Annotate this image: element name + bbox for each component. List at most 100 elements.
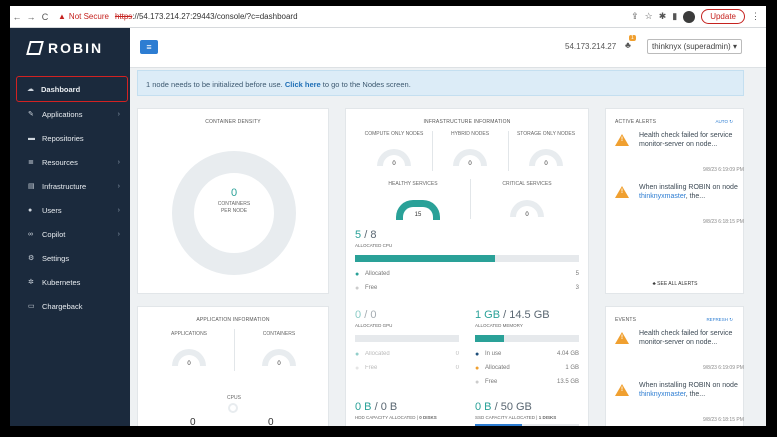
sidebar-item-label: Kubernetes [42,277,81,287]
refresh-icon: ↻ [729,317,733,322]
profile-avatar[interactable] [683,10,696,23]
refresh-icon: ↻ [729,119,733,124]
sidebar-item-resources[interactable]: ≣ Resources › [10,150,130,174]
extensions-icon[interactable]: ✱ [658,11,667,21]
browser-toolbar: ← → C ▲ Not Secure https://54.173.214.27:… [10,6,766,28]
sidebar-item-dashboard[interactable]: ☁ Dashboard [16,76,128,102]
warning-icon: ! [615,186,629,198]
back-icon[interactable]: ← [12,11,22,22]
sidebar-item-label: Infrastructure [42,181,87,191]
warning-icon: ! [615,332,629,344]
density-caption-1: CONTAINERS [217,201,251,207]
init-nodes-banner: 1 node needs to be initialized before us… [137,70,744,96]
bookmark-star-icon[interactable]: ☆ [644,11,653,21]
ssd-total: 50 GB [500,401,532,413]
robin-logo[interactable]: ROBIN [10,28,130,68]
hdd-total: 0 B [380,401,398,413]
sidebar-item-settings[interactable]: ⚙ Settings [10,246,130,270]
gpu-free-row: ● Free 0 [355,365,459,372]
notification-bell-icon[interactable]: ♣ 1 [625,35,636,50]
bottom-left-value: 0 [190,417,196,426]
applications-gauge [172,349,206,366]
dashboard-icon: ☁ [27,86,34,93]
sidebar-item-repositories[interactable]: ▬ Repositories [10,126,130,150]
applications-label: APPLICATIONS [170,331,208,337]
forward-icon[interactable]: → [26,11,36,22]
card-title: ACTIVE ALERTS [615,119,657,125]
reload-icon[interactable]: C [41,11,49,22]
container-density-card: CONTAINER DENSITY 0 CONTAINERS PER NODE [137,108,329,294]
infrastructure-card: INFRASTRUCTURE INFORMATION COMPUTE ONLY … [345,108,589,426]
gpu-label: ALLOCATED GPU [355,323,393,328]
browser-window: ← → C ▲ Not Secure https://54.173.214.27:… [10,6,766,426]
cpu-bar-fill [355,255,495,262]
compute-gauge [377,149,411,166]
cpu-total: 8 [370,229,377,241]
memory-bar [475,335,579,342]
menu-dots-icon[interactable]: ⋮ [751,11,760,21]
nodes-screen-link[interactable]: Click here [284,80,321,89]
sidebar-item-label: Resources [42,157,78,167]
kubernetes-icon: ✲ [28,279,34,286]
sidebar-item-kubernetes[interactable]: ✲ Kubernetes [10,270,130,294]
menu-toggle-icon[interactable]: ≡ [140,40,158,54]
notification-badge: 1 [629,35,636,41]
cpus-gauge [228,403,238,413]
sidebar-item-infrastructure[interactable]: ▤ Infrastructure › [10,174,130,198]
memory-used: 1 GB [475,309,501,321]
node-link[interactable]: thinknyxmaster [639,193,686,200]
critical-gauge [510,200,544,217]
healthy-gauge [396,200,440,220]
sidebar-item-label: Settings [42,253,70,263]
gpu-used: 0 [355,309,362,321]
user-dropdown[interactable]: thinknyx (superadmin) ▾ [647,39,742,54]
divider [470,179,471,219]
node-link[interactable]: thinknyxmaster [639,391,686,398]
chevron-right-icon: › [117,110,120,118]
security-indicator[interactable]: ▲ Not Secure [58,12,109,21]
storage-only-label: STORAGE ONLY NODES [516,131,576,137]
refresh-button[interactable]: REFRESH ↻ [706,317,733,322]
sidepanel-icon[interactable]: ▮ [672,11,678,21]
sidebar-item-copilot[interactable]: ∞ Copilot › [10,222,130,246]
cpus-label: CPUS [227,395,241,401]
gears-icon: ⚙ [28,255,35,262]
sidebar-item-chargeback[interactable]: ▭ Chargeback [10,294,130,318]
hybrid-value: 0 [468,161,472,167]
cpu-free-row: ● Free 3 [355,285,579,292]
applications-value: 0 [187,361,191,367]
chevron-right-icon: › [117,182,120,190]
active-alerts-card: ACTIVE ALERTS AUTO ↻ ! Health check fail… [605,108,744,294]
critical-label: CRITICAL SERVICES [502,181,552,187]
ssd-label: SSD CAPACITY ALLOCATED | 1 DISKS [475,415,557,420]
memory-bar-fill [475,335,505,342]
server-icon: ▤ [28,183,35,190]
gpu-total: 0 [370,309,377,321]
sidebar-item-users[interactable]: ● Users › [10,198,130,222]
logo-mark-icon [26,41,44,55]
compute-value: 0 [392,161,396,167]
share-icon[interactable]: ⇪ [631,11,639,21]
containers-gauge [262,349,296,366]
warning-icon: ! [615,134,629,146]
events-card: EVENTS REFRESH ↻ ! Health check failed f… [605,306,744,426]
see-all-alerts-link[interactable]: ♣ SEE ALL ALERTS [652,281,698,287]
chevron-down-icon: ▾ [732,42,737,51]
healthy-value: 15 [414,212,422,218]
auto-refresh-toggle[interactable]: AUTO ↻ [715,119,733,124]
density-caption-2: PER NODE [220,208,248,214]
update-button[interactable]: Update [701,9,745,24]
bottom-right-value: 0 [268,417,274,426]
sidebar-item-label: Chargeback [42,301,83,311]
divider [234,329,235,371]
critical-value: 0 [525,212,529,218]
containers-label: CONTAINERS [262,331,296,337]
card-title: EVENTS [615,317,637,323]
sidebar-item-label: Users [42,205,62,215]
address-bar[interactable]: https://54.173.214.27:29443/console/?c=d… [114,12,298,21]
sidebar-item-applications[interactable]: ✎ Applications › [10,102,130,126]
memory-free-row: ● Free 13.5 GB [475,379,579,386]
chevron-right-icon: › [117,158,120,166]
sidebar-item-label: Repositories [42,133,84,143]
warning-icon: ▲ [58,12,66,21]
